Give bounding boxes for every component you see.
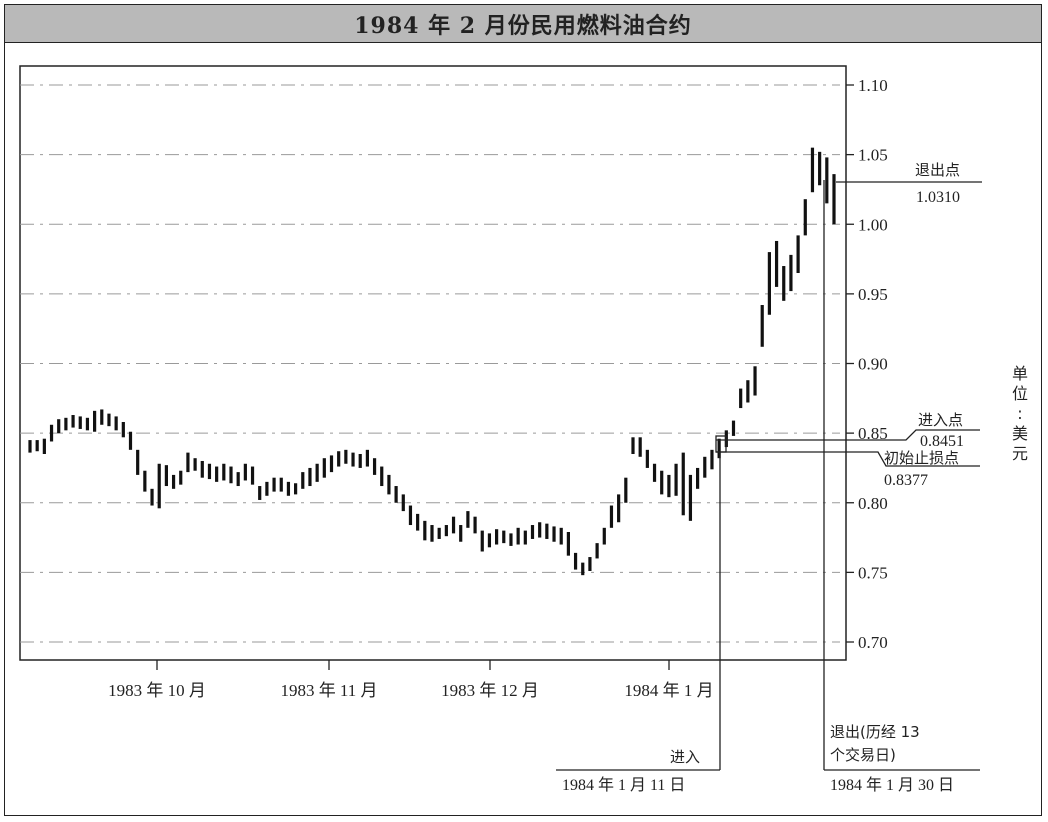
- unit-label-char: 单: [1011, 364, 1028, 383]
- stop-label: 初始止损点: [884, 449, 959, 467]
- y-tick-label: 1.10: [858, 76, 888, 95]
- exit-date: 1984 年 1 月 30 日: [830, 776, 954, 794]
- exit-label-line2: 个交易日): [830, 746, 896, 764]
- entry-price-line: [716, 429, 980, 441]
- chart-frame: [4, 4, 1042, 816]
- entry-label: 进入: [670, 748, 700, 766]
- y-tick-label: 0.95: [858, 285, 888, 304]
- entry-stop-box: [715, 435, 727, 453]
- grid-lines: [20, 84, 840, 643]
- chart-title: 1984 年 2 月份民用燃料油合约: [354, 12, 692, 39]
- unit-label-char: 元: [1011, 444, 1028, 463]
- x-tick-label: 1984 年 1 月: [624, 681, 713, 700]
- y-tick-label: 0.85: [858, 424, 888, 443]
- unit-label: 单位:美元: [1010, 364, 1030, 464]
- unit-label-char: 位: [1011, 384, 1028, 403]
- y-tick-label: 0.70: [858, 633, 888, 652]
- y-axis: 0.70 0.75 0.80 0.85 0.90 0.95 1.00 1.05 1.10: [846, 76, 888, 652]
- y-tick-label: 0.75: [858, 563, 888, 582]
- annotation-lines: [556, 180, 982, 771]
- y-tick-label: 0.90: [858, 355, 888, 374]
- y-tick-label: 1.00: [858, 215, 888, 234]
- y-tick-label: 1.05: [858, 146, 888, 165]
- x-tick-label: 1983 年 11 月: [280, 681, 377, 700]
- unit-label-char: :: [1017, 404, 1023, 423]
- price-bars: [28, 147, 836, 576]
- exit-label-line1: 退出(历经 13: [830, 723, 920, 741]
- stop-price-line: [716, 451, 980, 467]
- exit-point-label: 退出点: [915, 161, 960, 179]
- title-bar: 1984 年 2 月份民用燃料油合约: [5, 5, 1041, 43]
- x-tick-label: 1983 年 10 月: [108, 681, 206, 700]
- entry-point-label: 进入点: [918, 411, 963, 429]
- x-tick-label: 1983 年 12 月: [441, 681, 539, 700]
- exit-point-value: 1.0310: [916, 189, 960, 206]
- stop-value: 0.8377: [884, 472, 928, 489]
- x-axis: 1983 年 10 月 1983 年 11 月 1983 年 12 月 1984 年 …: [108, 660, 714, 700]
- entry-date: 1984 年 1 月 11 日: [562, 776, 685, 794]
- unit-label-char: 美: [1011, 424, 1028, 443]
- y-tick-label: 0.80: [858, 494, 888, 513]
- entry-point-value: 0.8451: [920, 433, 964, 450]
